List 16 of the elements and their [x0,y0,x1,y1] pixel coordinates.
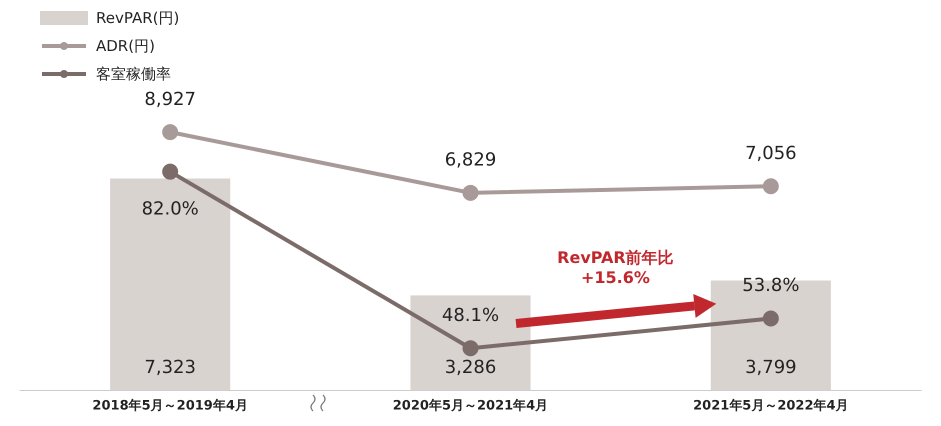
data-label: 8,927 [144,88,196,110]
x-tick-label: 2021年5月～2022年4月 [693,398,849,414]
data-label: 7,323 [144,357,196,378]
data-label: 6,829 [444,149,496,170]
data-label: 82.0% [142,198,199,220]
data-label: 48.1% [442,304,500,326]
x-tick-label: 2018年5月～2019年4月 [92,398,248,414]
legend-label: RevPAR(円) [96,8,180,28]
data-label: 3,286 [444,357,496,378]
legend-label: 客室稼働率 [96,64,171,84]
x-tick-label: 2020年5月～2021年4月 [392,398,548,414]
legend-label: ADR(円) [96,36,155,56]
data-label: 3,799 [745,357,797,378]
data-label: 7,056 [745,142,797,164]
data-label: 53.8% [742,275,800,296]
annotation: RevPAR前年比 +15.6% [557,248,674,288]
